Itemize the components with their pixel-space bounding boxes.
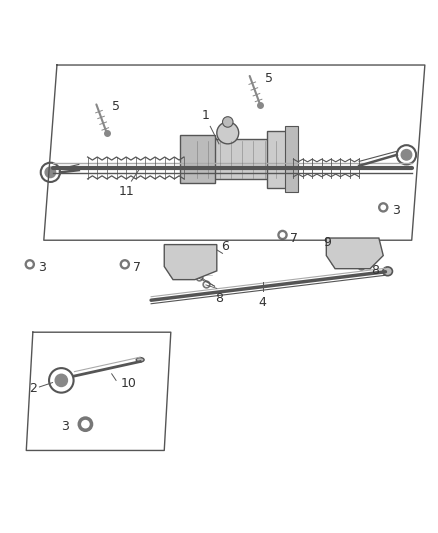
Text: 3: 3 [39, 261, 46, 274]
Text: 8: 8 [371, 263, 379, 277]
Circle shape [217, 122, 239, 144]
Circle shape [78, 416, 93, 432]
Text: 6: 6 [221, 240, 229, 253]
Text: 10: 10 [120, 377, 136, 390]
Circle shape [122, 261, 128, 267]
Circle shape [27, 261, 33, 267]
Text: 1: 1 [202, 109, 210, 122]
Circle shape [279, 232, 286, 238]
Text: 3: 3 [61, 420, 69, 433]
Circle shape [223, 117, 233, 127]
Bar [180, 135, 215, 183]
Circle shape [55, 374, 67, 386]
Text: 7: 7 [290, 231, 298, 245]
Circle shape [25, 259, 35, 270]
Text: 11: 11 [119, 185, 135, 198]
Text: 8: 8 [215, 292, 223, 305]
Bar [285, 126, 298, 192]
Text: 7: 7 [133, 261, 141, 274]
Circle shape [378, 202, 389, 213]
Circle shape [401, 150, 412, 160]
Text: 2: 2 [29, 382, 37, 395]
Circle shape [81, 420, 90, 429]
Circle shape [45, 167, 56, 177]
Bar [188, 140, 293, 179]
Text: 3: 3 [392, 204, 400, 217]
Text: 4: 4 [259, 296, 267, 309]
Ellipse shape [136, 358, 144, 362]
Circle shape [380, 205, 386, 210]
Text: 5: 5 [112, 100, 120, 113]
Bar [267, 131, 293, 188]
Circle shape [277, 230, 288, 240]
Text: 5: 5 [265, 71, 273, 85]
Polygon shape [326, 238, 383, 269]
Circle shape [120, 259, 130, 270]
Ellipse shape [383, 267, 392, 276]
Text: 9: 9 [323, 236, 331, 249]
Polygon shape [164, 245, 217, 280]
